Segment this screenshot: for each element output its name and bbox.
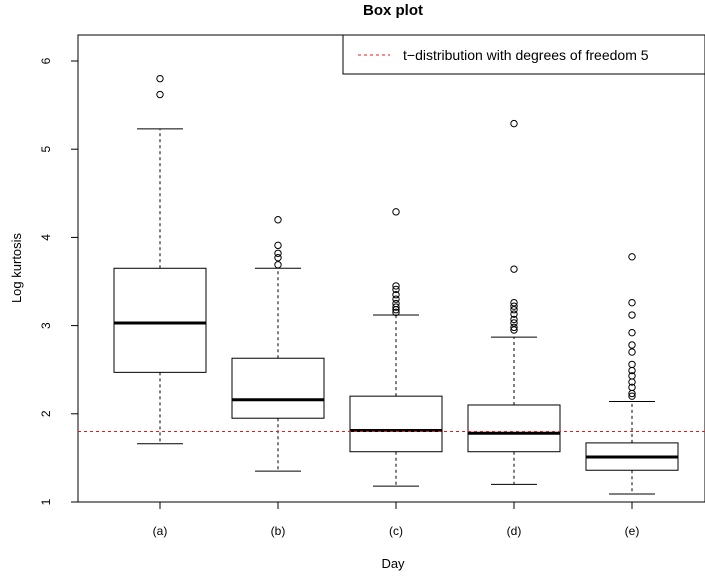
x-tick-label: (b) [271, 524, 286, 538]
box-3 [467, 119, 561, 485]
box-body [467, 404, 561, 453]
y-tick-label: 2 [39, 410, 53, 417]
outlier-point [510, 302, 518, 310]
outlier-point [510, 265, 518, 273]
x-tick-label: (a) [153, 524, 168, 538]
x-axis: (a) (b) (c) (d) (e) [153, 502, 640, 538]
outlier-point [628, 341, 636, 349]
outlier-point [392, 285, 400, 294]
outlier-point [156, 90, 164, 99]
boxes-group [113, 74, 679, 495]
x-axis-label: Day [381, 556, 405, 571]
legend-label: t−distribution with degrees of freedom 5 [403, 47, 649, 63]
outlier-point [628, 348, 636, 356]
outlier-point [510, 326, 518, 334]
outlier-point [274, 253, 282, 262]
box-body [231, 357, 325, 419]
outlier-point [510, 310, 518, 318]
outlier-point [392, 291, 400, 299]
outlier-point [628, 298, 636, 307]
x-tick-label: (e) [625, 524, 640, 538]
box-1 [231, 216, 325, 472]
outlier-point [628, 253, 636, 261]
outlier-point [628, 392, 636, 400]
box-body [113, 267, 207, 373]
box-4 [585, 253, 679, 495]
outlier-point [274, 216, 282, 224]
y-tick-label: 3 [39, 322, 53, 329]
outlier-point [274, 241, 282, 250]
outlier-point [156, 74, 164, 83]
outlier-point [392, 282, 400, 290]
outlier-point [392, 208, 400, 216]
outlier-point [510, 119, 518, 128]
outlier-point [274, 261, 282, 269]
box-body [349, 395, 443, 453]
outlier-point [628, 383, 636, 392]
outlier-point [510, 319, 518, 327]
legend-box [342, 34, 705, 75]
outlier-point [274, 249, 282, 257]
y-tick-label: 1 [39, 498, 53, 505]
x-tick-label: (c) [389, 524, 403, 538]
y-tick-label: 4 [39, 234, 53, 241]
outlier-point [628, 360, 636, 369]
outlier-point [510, 306, 518, 314]
outlier-point [510, 298, 518, 307]
y-axis: 1 2 3 4 5 6 [39, 57, 78, 505]
outlier-point [392, 299, 400, 308]
outlier-point [392, 295, 400, 303]
outlier-point [392, 308, 400, 317]
y-tick-label: 6 [39, 57, 53, 64]
box-0 [113, 74, 207, 445]
outlier-point [628, 311, 636, 319]
outlier-point [628, 372, 636, 380]
outlier-point [392, 303, 400, 311]
outlier-point [510, 315, 518, 324]
legend: t−distribution with degrees of freedom 5 [342, 34, 705, 75]
y-tick-label: 5 [39, 146, 53, 153]
chart-title: Box plot [363, 2, 423, 19]
y-axis-label: Log kurtosis [9, 232, 24, 303]
box-2 [349, 208, 443, 487]
outlier-point [628, 328, 636, 337]
x-tick-label: (d) [507, 524, 522, 538]
outlier-point [510, 323, 518, 332]
